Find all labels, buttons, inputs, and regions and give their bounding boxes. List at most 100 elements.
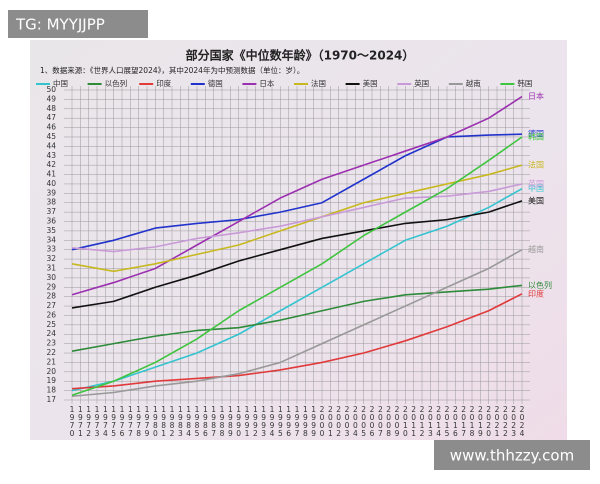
chart-note: 1、数据来源：《世界人口展望2024》，其中2024年为中预测数据（单位：岁）。 <box>40 65 304 75</box>
y-tick-label: 19 <box>46 376 56 385</box>
watermark-text: www.thhzzy.com <box>450 447 574 465</box>
series-line <box>71 249 523 398</box>
y-tick-label: 25 <box>46 320 56 329</box>
end-label: 法国 <box>528 160 544 170</box>
watermark-box <box>434 440 590 470</box>
chart-panel <box>30 40 567 440</box>
y-tick-label: 30 <box>46 273 56 282</box>
y-tick-label: 31 <box>46 263 56 272</box>
y-tick-label: 41 <box>46 170 56 179</box>
y-tick-label: 47 <box>46 113 56 122</box>
series-line <box>71 200 523 309</box>
legend-label: 韩国 <box>517 78 532 88</box>
end-label: 越南 <box>528 244 544 254</box>
series-line <box>71 183 523 253</box>
y-tick-label: 33 <box>46 245 56 254</box>
series-line <box>71 95 523 296</box>
y-tick-label: 44 <box>46 141 56 150</box>
series-line <box>71 136 523 397</box>
watermark-text: TG: MYYJJPP <box>15 16 105 34</box>
legend-label: 英国 <box>414 78 429 88</box>
y-tick-label: 21 <box>46 357 56 366</box>
chart-title: 部分国家《中位数年龄》（1970～2024） <box>186 48 415 63</box>
end-label: 印度 <box>528 288 544 298</box>
end-label: 韩国 <box>528 131 544 141</box>
series-line <box>71 164 523 273</box>
legend-label: 德国 <box>208 78 223 88</box>
y-tick-label: 32 <box>46 254 56 263</box>
y-tick-label: 42 <box>46 160 56 169</box>
end-label: 日本 <box>528 91 544 101</box>
end-label: 以色列 <box>528 280 552 290</box>
series-line <box>71 133 523 251</box>
y-tick-label: 18 <box>46 386 56 395</box>
y-tick-label: 23 <box>46 339 56 348</box>
y-tick-label: 39 <box>46 188 56 197</box>
y-tick-label: 17 <box>46 395 56 404</box>
y-tick-label: 38 <box>46 198 56 207</box>
y-tick-label: 45 <box>46 132 56 141</box>
legend-label: 印度 <box>156 78 171 88</box>
legend-label: 日本 <box>259 78 274 88</box>
y-tick-label: 26 <box>46 310 56 319</box>
legend-label: 法国 <box>311 78 326 88</box>
series-line <box>71 293 523 390</box>
y-tick-label: 48 <box>46 104 56 113</box>
y-tick-label: 24 <box>46 329 56 338</box>
y-tick-label: 35 <box>46 226 56 235</box>
y-tick-label: 29 <box>46 282 56 291</box>
y-tick-label: 46 <box>46 123 56 132</box>
y-tick-label: 36 <box>46 217 56 226</box>
series-line <box>71 187 523 392</box>
plot: 1718192021222324252627282930313233343536… <box>36 78 552 438</box>
watermark-box <box>8 10 148 38</box>
y-tick-label: 37 <box>46 207 56 216</box>
legend-label: 美国 <box>363 78 378 88</box>
